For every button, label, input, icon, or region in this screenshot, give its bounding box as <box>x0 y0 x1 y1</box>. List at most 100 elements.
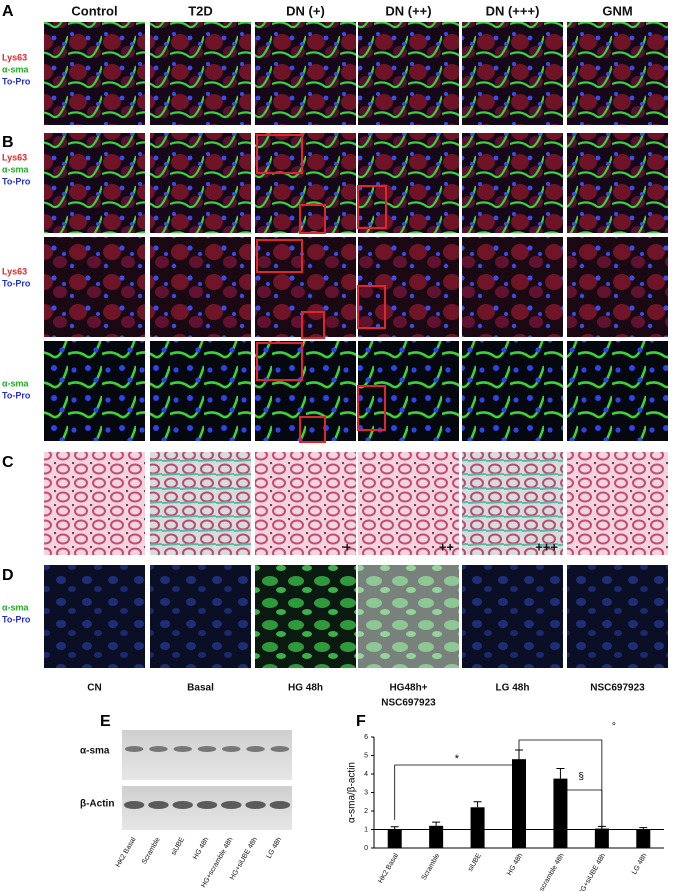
grade-annotation: ++ <box>439 539 455 554</box>
panel-label: A <box>2 3 14 20</box>
lane-label: siUBE <box>170 836 186 857</box>
micrograph <box>150 237 251 337</box>
micrograph <box>462 237 563 337</box>
x-tick-label: LG 48h <box>631 852 649 875</box>
band <box>245 801 266 809</box>
image-bg <box>567 133 668 233</box>
stain-label: Lys63 <box>2 52 27 62</box>
image-bg <box>567 452 668 555</box>
error-bar <box>556 767 565 779</box>
image-bg <box>358 452 459 555</box>
error-bar <box>432 821 441 826</box>
band <box>197 746 217 752</box>
image-bg <box>255 237 356 337</box>
band <box>222 746 241 752</box>
column-header: T2D <box>188 3 213 18</box>
image-bg <box>567 341 668 441</box>
image-bg <box>150 565 251 668</box>
stain-label: To-Pro <box>2 176 31 186</box>
image-bg <box>44 565 145 668</box>
highlight-box <box>299 416 326 443</box>
stain-label: α-sma <box>2 64 30 74</box>
image-bg <box>150 341 251 441</box>
cell-image <box>150 565 251 668</box>
y-tick-label: 4 <box>364 771 368 778</box>
image-bg <box>255 133 356 233</box>
significance-mark: ° <box>612 722 616 733</box>
bar <box>387 829 402 848</box>
image-bg <box>567 237 668 337</box>
column-label: Basal <box>187 683 214 694</box>
histology <box>358 452 459 555</box>
image-bg <box>358 22 459 125</box>
image-bg <box>462 133 563 233</box>
band <box>148 801 169 809</box>
image-bg <box>44 22 145 125</box>
band <box>123 801 145 809</box>
histology <box>567 452 668 555</box>
micrograph <box>358 133 459 233</box>
stain-label: To-Pro <box>2 278 31 288</box>
y-tick-label: 3 <box>364 789 368 796</box>
micrograph <box>44 341 145 441</box>
histology <box>44 452 145 555</box>
image-bg <box>358 341 459 441</box>
micrograph <box>462 133 563 233</box>
blot-strip <box>122 730 292 780</box>
column-header: GNM <box>602 3 632 18</box>
band <box>196 801 218 809</box>
y-tick-label: 1 <box>364 826 368 833</box>
column-header: DN (+) <box>286 3 325 18</box>
cell-image <box>255 565 356 668</box>
micrograph <box>150 341 251 441</box>
band <box>221 801 242 809</box>
image-bg <box>150 452 251 555</box>
column-label: HG 48h <box>288 683 323 694</box>
error-bar <box>639 827 648 830</box>
micrograph <box>358 22 459 125</box>
cell-image <box>358 565 459 668</box>
image-bg <box>150 22 251 125</box>
x-tick-label: HG 48h <box>506 852 524 876</box>
lane-label: Scramble <box>141 836 162 865</box>
image-bg <box>150 237 251 337</box>
column-label: NSC697923 <box>590 683 645 694</box>
histology <box>462 452 563 555</box>
panel-label: D <box>2 567 14 584</box>
bar <box>470 807 485 848</box>
error-bar <box>390 826 399 830</box>
band-label: α-sma <box>80 746 110 757</box>
significance-bracket <box>560 789 603 828</box>
band <box>149 746 168 752</box>
panel-label: B <box>2 134 14 151</box>
significance-mark: § <box>578 772 584 783</box>
stain-label: To-Pro <box>2 390 31 400</box>
column-label: CN <box>87 683 101 694</box>
micrograph <box>44 133 145 233</box>
band <box>246 746 265 752</box>
highlight-box <box>357 185 387 229</box>
highlight-box <box>256 134 303 174</box>
image-bg <box>44 237 145 337</box>
stain-label: α-sma <box>2 602 30 612</box>
bar <box>594 828 609 848</box>
micrograph <box>567 341 668 441</box>
image-bg <box>255 22 356 125</box>
image-bg <box>462 452 563 555</box>
image-bg <box>567 22 668 125</box>
panel-label: F <box>356 713 366 730</box>
image-bg <box>150 133 251 233</box>
micrograph <box>44 22 145 125</box>
stain-label: Lys63 <box>2 152 27 162</box>
grade-annotation: +++ <box>535 539 558 554</box>
micrograph <box>462 22 563 125</box>
lane-label: HG+siUBE 48h <box>229 836 259 881</box>
micrograph <box>44 237 145 337</box>
image-bg <box>567 565 668 668</box>
micrograph <box>567 237 668 337</box>
bar <box>553 778 568 848</box>
bar <box>512 759 526 848</box>
band <box>124 746 144 752</box>
highlight-box <box>301 311 325 339</box>
